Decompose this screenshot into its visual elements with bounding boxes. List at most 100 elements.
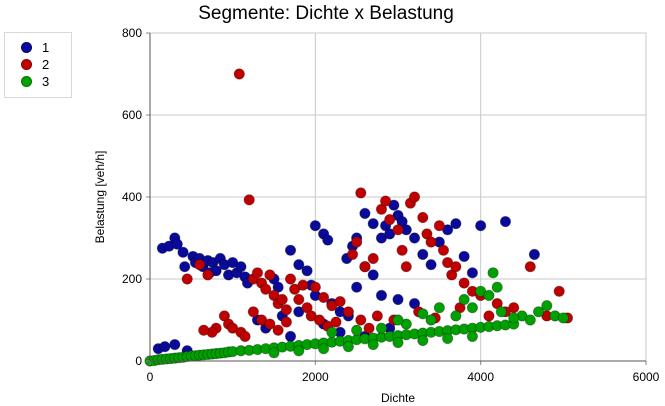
- point-series-1: [458, 250, 470, 263]
- point-series-2: [293, 293, 305, 306]
- point-series-1: [284, 244, 297, 256]
- point-series-2: [367, 252, 379, 265]
- point-series-2: [342, 306, 354, 318]
- point-series-3: [375, 322, 388, 334]
- point-series-2: [280, 304, 292, 316]
- point-series-2: [355, 187, 367, 199]
- point-series-2: [400, 261, 412, 273]
- point-series-1: [367, 218, 379, 230]
- point-series-2: [276, 293, 288, 306]
- legend-marker-2: [21, 58, 32, 70]
- y-tick-label: 400: [122, 190, 142, 204]
- point-series-3: [524, 314, 536, 326]
- point-series-3: [508, 312, 520, 324]
- point-series-3: [433, 302, 445, 314]
- point-series-3: [326, 326, 338, 338]
- point-series-3: [541, 300, 553, 312]
- point-series-1: [284, 330, 297, 342]
- point-series-3: [392, 314, 404, 326]
- point-series-3: [491, 281, 503, 293]
- point-series-1: [235, 261, 247, 273]
- x-tick-label: 2000: [302, 370, 329, 384]
- point-series-3: [367, 338, 379, 351]
- x-tick-label: 0: [147, 370, 154, 384]
- series-3: [144, 267, 569, 367]
- point-series-3: [425, 314, 437, 326]
- point-series-2: [280, 316, 292, 328]
- point-series-2: [239, 330, 251, 342]
- chart-title: Segmente: Dichte x Belastung: [198, 3, 454, 24]
- point-series-3: [483, 289, 495, 301]
- legend-label-1: 1: [42, 39, 50, 55]
- point-series-2: [233, 68, 245, 80]
- point-series-2: [379, 195, 392, 207]
- point-series-3: [532, 306, 545, 318]
- point-series-3: [417, 334, 429, 347]
- series-2: [181, 68, 574, 342]
- point-series-2: [371, 310, 383, 322]
- point-series-1: [392, 293, 404, 306]
- point-series-2: [309, 281, 321, 293]
- point-series-3: [466, 330, 478, 342]
- point-series-3: [487, 267, 499, 279]
- point-series-2: [198, 324, 210, 336]
- point-series-1: [450, 218, 462, 230]
- point-series-2: [392, 224, 404, 236]
- point-series-2: [202, 269, 214, 281]
- point-series-2: [417, 211, 429, 224]
- point-series-2: [181, 273, 193, 285]
- point-series-2: [264, 318, 276, 330]
- y-tick-label: 200: [122, 272, 142, 286]
- point-series-2: [396, 244, 408, 256]
- point-series-1: [351, 281, 363, 293]
- point-series-1: [367, 269, 379, 281]
- data-points: [144, 68, 574, 367]
- point-series-3: [450, 310, 462, 322]
- point-series-3: [417, 308, 429, 320]
- point-series-2: [524, 261, 536, 273]
- point-series-1: [179, 261, 191, 273]
- point-series-2: [317, 291, 330, 304]
- point-series-2: [408, 191, 421, 203]
- point-series-2: [284, 273, 297, 285]
- y-tick-label: 600: [122, 108, 142, 122]
- point-series-3: [557, 312, 569, 324]
- point-series-1: [322, 234, 334, 246]
- point-series-1: [309, 220, 321, 232]
- point-series-3: [495, 306, 507, 318]
- point-series-2: [243, 194, 255, 206]
- y-axis-label: Belastung [veh/h]: [93, 151, 107, 244]
- point-series-2: [425, 236, 437, 248]
- point-series-3: [441, 332, 454, 345]
- legend-item-series-3: 3: [21, 73, 49, 89]
- point-series-1: [475, 220, 487, 232]
- legend-label-2: 2: [42, 56, 50, 72]
- legend-item-series-2: 2: [21, 56, 49, 72]
- legend-marker-1: [21, 41, 32, 53]
- x-tick-label: 6000: [633, 370, 660, 384]
- point-series-2: [260, 283, 272, 295]
- point-series-1: [177, 246, 189, 258]
- point-series-1: [466, 267, 478, 279]
- point-series-2: [334, 295, 346, 308]
- point-series-2: [297, 279, 309, 291]
- point-series-2: [384, 213, 396, 226]
- point-series-1: [293, 259, 305, 271]
- point-series-1: [528, 248, 541, 260]
- point-series-3: [458, 293, 470, 306]
- point-series-1: [359, 207, 371, 219]
- point-series-3: [342, 341, 354, 353]
- point-series-2: [483, 310, 495, 322]
- legend-marker-3: [21, 75, 32, 87]
- legend: 1 2 3: [4, 32, 72, 98]
- point-series-1: [301, 265, 313, 277]
- axis-ticks: 0 2000 4000 6000 0 200 400 600 800: [122, 26, 660, 384]
- point-series-3: [268, 347, 280, 359]
- y-tick-label: 0: [135, 354, 142, 368]
- point-series-2: [458, 277, 470, 289]
- point-series-3: [392, 336, 404, 349]
- point-series-1: [417, 248, 429, 260]
- point-series-2: [194, 259, 206, 271]
- point-series-2: [264, 269, 276, 281]
